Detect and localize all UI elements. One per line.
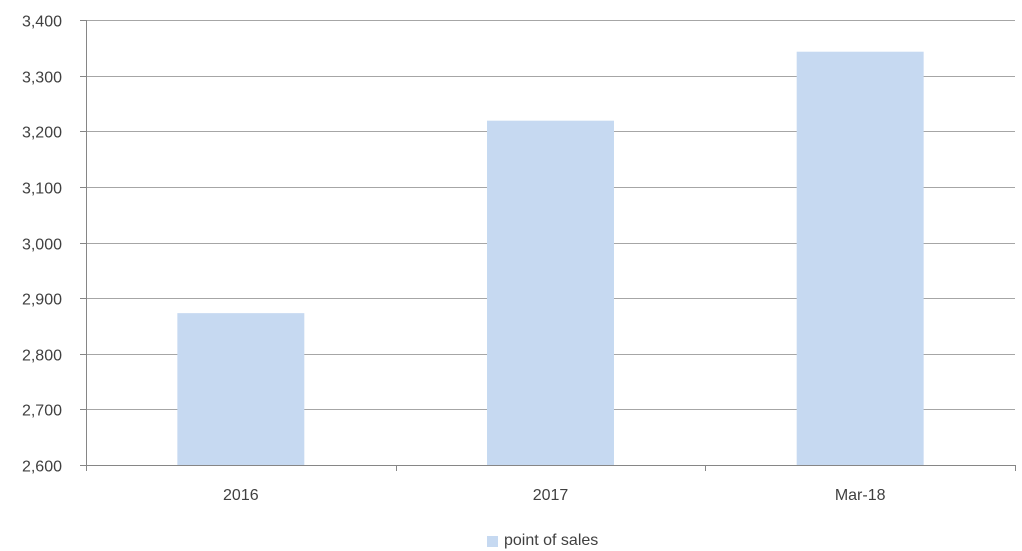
bars xyxy=(177,51,924,466)
bar-2016 xyxy=(177,313,305,465)
legend-swatch xyxy=(487,535,498,547)
y-tick-label: 3,000 xyxy=(22,237,62,254)
tick-labels: 2,600 2,700 2,800 2,900 3,000 3,100 3,200 3,300… xyxy=(22,14,886,505)
y-tick-label: 2,600 xyxy=(22,459,62,476)
bar-2017 xyxy=(487,120,614,466)
legend: point of sales xyxy=(487,531,598,551)
bar-mar-18 xyxy=(796,51,924,466)
y-tick-label: 2,900 xyxy=(22,292,62,309)
y-tick-label: 3,100 xyxy=(22,181,62,198)
y-tick-label: 2,700 xyxy=(22,403,62,420)
x-tick-label: 2017 xyxy=(533,487,569,504)
legend-label: point of sales xyxy=(504,532,599,549)
bar-chart-svg: 2,600 2,700 2,800 2,900 3,000 3,100 3,200 3,300… xyxy=(22,14,1016,505)
y-tick-label: 3,200 xyxy=(22,125,62,142)
x-tick-label: Mar-18 xyxy=(835,487,886,504)
x-tick-label: 2016 xyxy=(223,487,259,504)
y-tick-label: 3,300 xyxy=(22,70,62,87)
axes xyxy=(80,20,1016,471)
y-tick-label: 3,400 xyxy=(22,14,62,31)
y-tick-label: 2,800 xyxy=(22,348,62,365)
